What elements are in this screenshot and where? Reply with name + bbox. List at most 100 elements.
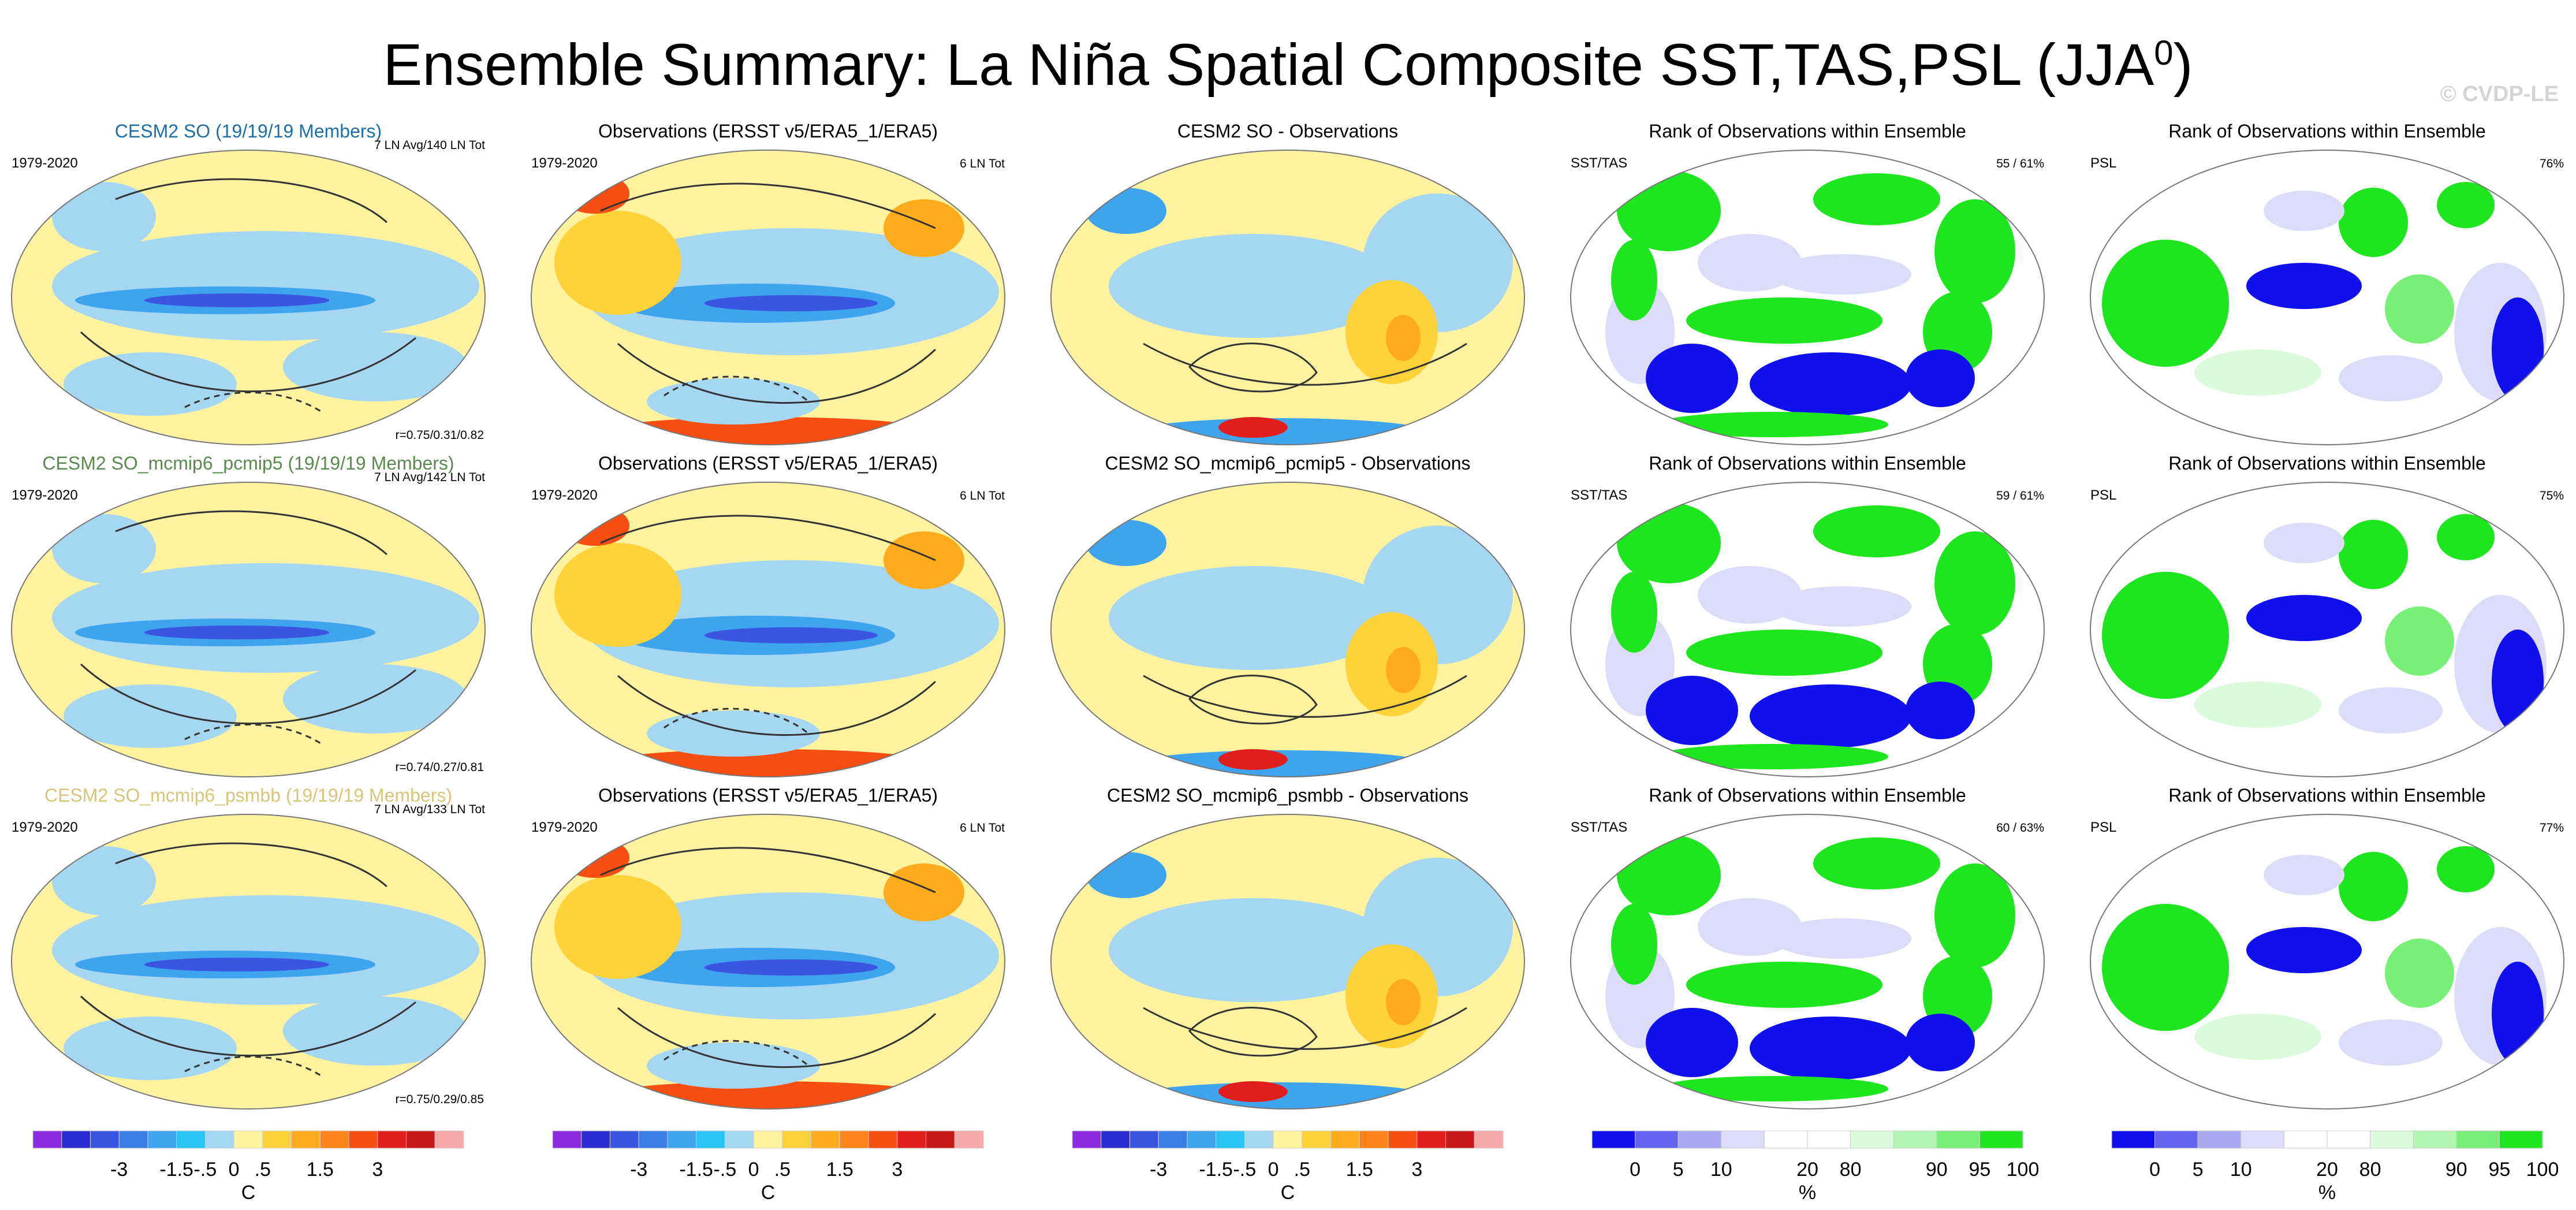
colorbar-tick-label: .5 — [774, 1159, 791, 1181]
colorbar-swatch — [262, 1130, 292, 1149]
rank-region — [1646, 1008, 1738, 1077]
colorbar-swatch — [2413, 1130, 2457, 1149]
psl-contour — [1188, 675, 1318, 725]
colorbar-tick-label: -1.5 — [1199, 1159, 1233, 1181]
colorbar-swatch — [377, 1130, 407, 1149]
rank-region — [1611, 572, 1657, 653]
rank-region — [1750, 1017, 1911, 1080]
psl-contour — [617, 342, 937, 404]
ensemble-info: 7 LN Avg/142 LN Tot — [374, 471, 485, 484]
map-outline — [2089, 814, 2565, 1110]
psl-contour — [600, 515, 936, 561]
rank-region — [1657, 1076, 1888, 1101]
colorbar-tick-label: -1.5 — [159, 1159, 193, 1181]
colorbar-swatch — [434, 1130, 464, 1149]
rank-region — [1813, 505, 1940, 557]
cold-tongue-core — [144, 958, 329, 971]
colorbar-swatch — [204, 1130, 234, 1149]
map-outline — [1570, 482, 2045, 777]
warm-anomaly-core — [1386, 315, 1421, 361]
period-label: 1979-2020 — [12, 820, 78, 835]
period-label: 1979-2020 — [12, 487, 78, 503]
colorbar-tick-label: 90 — [2445, 1159, 2467, 1181]
map-field — [531, 150, 1005, 445]
map-field — [1051, 150, 1524, 445]
variable-label: SST/TAS — [1571, 487, 1627, 503]
colorbar-swatch — [638, 1130, 668, 1149]
cool-anomaly-region — [64, 1017, 237, 1080]
colorbar-swatch — [1216, 1130, 1245, 1149]
warm-anomaly-polar — [1218, 417, 1288, 438]
colorbar-swatch — [2283, 1130, 2328, 1149]
rank-region — [2437, 182, 2495, 228]
rank-region — [2264, 523, 2344, 563]
cool-anomaly-region — [64, 352, 237, 416]
rank-percent: 75% — [2540, 489, 2564, 502]
colorbar-tick-label: 80 — [1840, 1159, 1862, 1181]
rank-percent: 55 / 61% — [1996, 157, 2044, 170]
ensemble-info: 6 LN Tot — [960, 157, 1005, 170]
psl-contour — [115, 178, 387, 224]
colorbar-tick-label: 3 — [1411, 1159, 1422, 1181]
cold-tongue-core — [704, 295, 878, 311]
panel-title: Rank of Observations within Ensemble — [1649, 785, 1966, 806]
rank-region — [1617, 835, 1721, 915]
map-outline — [10, 814, 486, 1110]
figure-title-text: Ensemble Summary: La Niña Spatial Compos… — [383, 32, 2154, 98]
cool-anomaly-region — [1109, 234, 1397, 338]
rank-region — [1906, 682, 1975, 739]
colorbar-swatch — [2154, 1130, 2198, 1149]
map-outline — [1570, 150, 2045, 445]
rank-region — [1750, 352, 1911, 416]
pattern-correlation: r=0.75/0.29/0.85 — [395, 1093, 484, 1106]
rank-region — [2339, 1019, 2443, 1066]
colorbar-tick-label: 1.5 — [826, 1159, 853, 1181]
rank-region — [1686, 962, 1882, 1008]
colorbar-tick-label: -3 — [630, 1159, 647, 1181]
colorbar-swatch — [1764, 1130, 1808, 1149]
map-field — [531, 814, 1005, 1110]
map-outline — [2089, 482, 2565, 777]
cool-anomaly-region — [283, 996, 468, 1066]
colorbar-swatch — [118, 1130, 148, 1149]
colorbar-swatch — [724, 1130, 754, 1149]
rank-region — [1686, 630, 1882, 676]
cool-anomaly-core — [1086, 188, 1166, 234]
map-field — [12, 150, 485, 445]
ensemble-info: 6 LN Tot — [960, 489, 1005, 502]
map-outline — [1050, 814, 1526, 1110]
rank-region — [2339, 520, 2408, 589]
colorbar-swatch — [2111, 1130, 2156, 1149]
ensemble-info: 7 LN Avg/133 LN Tot — [374, 803, 485, 816]
psl-contour-negative — [184, 1056, 324, 1078]
rank-region — [2264, 855, 2344, 895]
rank-region — [2102, 572, 2229, 699]
cool-anomaly-band — [52, 231, 479, 341]
psl-contour-negative — [184, 392, 324, 414]
rank-region — [2492, 297, 2544, 401]
colorbar-tick-label: -3 — [110, 1159, 128, 1181]
panel-title: Observations (ERSST v5/ERA5_1/ERA5) — [598, 453, 938, 474]
colorbar-swatch — [1936, 1130, 1980, 1149]
colorbar-unit: % — [1799, 1182, 1816, 1204]
colorbar-swatch — [1388, 1130, 1418, 1149]
colorbar-swatch — [406, 1130, 435, 1149]
colorbar-swatch — [319, 1130, 349, 1149]
colorbar-swatch — [1330, 1130, 1360, 1149]
psl-contour — [1188, 1007, 1318, 1057]
rank-region — [2246, 927, 2362, 973]
colorbar-swatch — [1807, 1130, 1851, 1149]
psl-contour — [1188, 342, 1318, 393]
colorbar-swatch — [348, 1130, 378, 1149]
colorbar-swatch — [926, 1130, 955, 1149]
period-label: 1979-2020 — [531, 820, 598, 835]
colorbar-swatch — [753, 1130, 783, 1149]
panel-title: CESM2 SO_mcmip6_pcmip5 - Observations — [1105, 453, 1470, 474]
cool-anomaly-region — [52, 514, 156, 583]
panel-title: CESM2 SO_mcmip6_pcmip5 (19/19/19 Members… — [42, 453, 454, 474]
map-outline — [1050, 150, 1526, 445]
variable-label: PSL — [2090, 820, 2116, 835]
colorbar-swatch — [2370, 1130, 2414, 1149]
map-outline — [10, 150, 486, 445]
rank-region — [1906, 1014, 1975, 1071]
